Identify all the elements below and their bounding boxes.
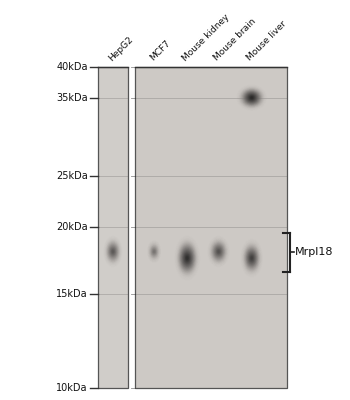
Ellipse shape [109, 245, 117, 258]
Ellipse shape [178, 241, 197, 275]
Ellipse shape [108, 244, 118, 260]
Ellipse shape [249, 96, 254, 100]
Ellipse shape [251, 256, 253, 260]
Ellipse shape [151, 247, 157, 256]
Ellipse shape [242, 90, 261, 106]
Ellipse shape [106, 241, 119, 262]
Text: 25kDa: 25kDa [56, 170, 88, 180]
Ellipse shape [210, 240, 227, 263]
Ellipse shape [246, 248, 257, 268]
Text: Mouse liver: Mouse liver [245, 20, 288, 63]
Ellipse shape [107, 242, 119, 262]
Ellipse shape [183, 250, 191, 266]
Ellipse shape [111, 249, 114, 254]
Ellipse shape [111, 248, 115, 255]
Ellipse shape [247, 249, 257, 267]
Ellipse shape [184, 253, 190, 263]
Ellipse shape [212, 243, 225, 260]
Ellipse shape [149, 244, 159, 259]
Ellipse shape [247, 250, 256, 266]
Bar [135, 67, 287, 388]
Ellipse shape [245, 247, 258, 269]
Ellipse shape [176, 239, 198, 278]
Ellipse shape [177, 240, 197, 276]
Text: 40kDa: 40kDa [56, 62, 88, 72]
Text: 15kDa: 15kDa [56, 289, 88, 299]
Ellipse shape [246, 92, 258, 103]
Ellipse shape [112, 251, 113, 252]
Ellipse shape [112, 250, 114, 253]
Ellipse shape [214, 245, 223, 258]
Ellipse shape [218, 251, 219, 252]
Ellipse shape [248, 95, 255, 101]
Ellipse shape [179, 244, 195, 272]
Ellipse shape [210, 239, 228, 264]
Text: HepG2: HepG2 [107, 35, 135, 63]
Ellipse shape [186, 256, 189, 261]
Ellipse shape [105, 239, 120, 264]
Ellipse shape [153, 249, 156, 254]
Ellipse shape [152, 248, 156, 256]
Ellipse shape [249, 254, 254, 262]
Ellipse shape [241, 89, 262, 106]
Ellipse shape [245, 246, 259, 270]
Ellipse shape [251, 97, 253, 98]
Ellipse shape [185, 254, 189, 262]
Ellipse shape [246, 93, 257, 102]
Bar [98, 67, 128, 388]
Ellipse shape [239, 87, 265, 109]
Ellipse shape [110, 246, 116, 257]
Ellipse shape [211, 241, 226, 262]
Ellipse shape [151, 246, 157, 257]
Ellipse shape [107, 243, 118, 260]
Ellipse shape [106, 240, 120, 263]
Ellipse shape [248, 252, 255, 264]
Ellipse shape [181, 248, 193, 268]
Ellipse shape [212, 242, 225, 262]
Ellipse shape [178, 243, 196, 274]
Ellipse shape [183, 252, 191, 264]
Ellipse shape [244, 91, 260, 104]
Ellipse shape [243, 90, 260, 105]
Ellipse shape [250, 96, 253, 99]
Ellipse shape [182, 249, 192, 267]
Text: 10kDa: 10kDa [56, 382, 88, 392]
Ellipse shape [250, 255, 254, 261]
Ellipse shape [245, 92, 259, 104]
Ellipse shape [247, 94, 256, 101]
Ellipse shape [109, 244, 117, 259]
Text: MCF7: MCF7 [148, 39, 172, 63]
Ellipse shape [214, 244, 224, 259]
Ellipse shape [150, 246, 158, 257]
Ellipse shape [153, 250, 155, 253]
Ellipse shape [110, 247, 116, 256]
Text: Mrpl18: Mrpl18 [295, 247, 334, 257]
Ellipse shape [181, 246, 194, 270]
Ellipse shape [244, 245, 259, 271]
Ellipse shape [240, 88, 263, 107]
Ellipse shape [217, 249, 220, 254]
Ellipse shape [150, 244, 158, 259]
Ellipse shape [244, 244, 260, 272]
Text: Mouse brain: Mouse brain [212, 17, 258, 63]
Ellipse shape [213, 244, 224, 260]
Ellipse shape [149, 243, 159, 260]
Text: 20kDa: 20kDa [56, 222, 88, 232]
Ellipse shape [187, 257, 188, 259]
Ellipse shape [239, 88, 264, 108]
Ellipse shape [243, 243, 260, 274]
Ellipse shape [216, 247, 222, 256]
Ellipse shape [216, 248, 221, 255]
Ellipse shape [215, 246, 222, 257]
Text: 35kDa: 35kDa [56, 93, 88, 103]
Text: Mouse kidney: Mouse kidney [181, 12, 231, 63]
Ellipse shape [251, 257, 252, 259]
Ellipse shape [153, 250, 155, 254]
Ellipse shape [248, 252, 256, 265]
Ellipse shape [217, 250, 220, 253]
Ellipse shape [152, 248, 156, 255]
Ellipse shape [150, 245, 158, 258]
Ellipse shape [180, 245, 195, 271]
